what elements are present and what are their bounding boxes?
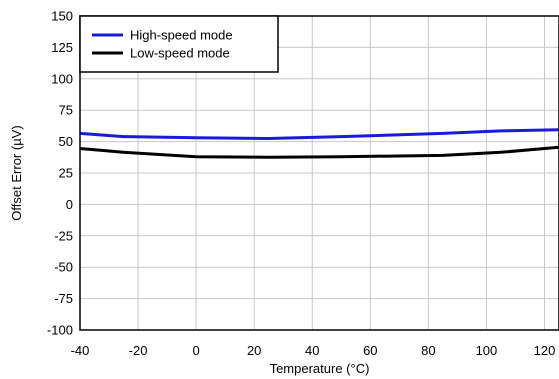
x-axis-title: Temperature (°C) [270, 361, 370, 376]
legend: High-speed mode Low-speed mode [79, 15, 279, 73]
y-tick-label: -75 [54, 291, 73, 306]
x-tick-label: 20 [247, 343, 261, 358]
legend-box [79, 15, 279, 73]
y-tick-label: 0 [66, 197, 73, 212]
y-tick-label: 125 [51, 40, 73, 55]
series-line-high-speed [79, 128, 559, 140]
y-tick-labels: 150 125 100 75 50 25 0 -25 -50 -75 -100 [47, 9, 73, 338]
x-tick-label: -40 [71, 343, 90, 358]
x-tick-label: 60 [363, 343, 377, 358]
y-tick-label: -25 [54, 228, 73, 243]
y-tick-label: -50 [54, 260, 73, 275]
y-tick-label: 50 [59, 134, 73, 149]
x-tick-label: -20 [129, 343, 148, 358]
x-tick-label: 40 [305, 343, 319, 358]
y-tick-label: 150 [51, 9, 73, 24]
plot-frame [79, 15, 559, 331]
legend-label: Low-speed mode [130, 46, 230, 61]
legend-label: High-speed mode [130, 28, 233, 43]
y-tick-label: 25 [59, 166, 73, 181]
x-tick-label: 0 [193, 343, 200, 358]
x-tick-labels: -40 -20 0 20 40 60 80 100 120 [71, 343, 556, 358]
y-tick-label: 75 [59, 103, 73, 118]
x-tick-label: 120 [534, 343, 556, 358]
x-tick-label: 100 [476, 343, 498, 358]
y-axis-title: Offset Error (µV) [9, 125, 24, 220]
series-lines [79, 128, 559, 159]
y-tick-label: -100 [47, 323, 73, 338]
series-line-low-speed [79, 145, 559, 159]
x-tick-label: 80 [421, 343, 435, 358]
y-tick-label: 100 [51, 71, 73, 86]
